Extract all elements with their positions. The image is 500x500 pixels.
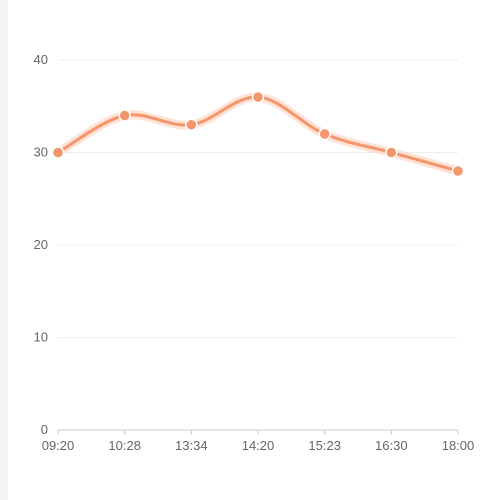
points-layer — [51, 90, 465, 178]
x-tick-label: 15:23 — [308, 438, 341, 453]
y-tick-label: 40 — [34, 52, 48, 67]
y-tick-label: 20 — [34, 237, 48, 252]
x-tick-label: 16:30 — [375, 438, 408, 453]
data-point[interactable] — [385, 146, 398, 159]
x-tick-label: 14:20 — [242, 438, 275, 453]
y-tick-label: 0 — [41, 422, 48, 437]
series-line — [56, 95, 460, 173]
x-tick-label: 18:00 — [442, 438, 475, 453]
series-line-glow — [53, 92, 463, 176]
data-point[interactable] — [451, 164, 465, 178]
axis-layer — [57, 429, 459, 435]
x-tick-label: 10:28 — [108, 438, 141, 453]
series-layer — [53, 92, 463, 176]
data-point[interactable] — [251, 90, 265, 104]
line-chart-svg: 0 10 20 30 40 09:20 10:28 13:34 14:20 15:23 16:30 1… — [34, 52, 475, 453]
x-tick-label: 13:34 — [175, 438, 208, 453]
line-chart: 0 10 20 30 40 09:20 10:28 13:34 14:20 15:23 16:30 1… — [8, 0, 500, 500]
y-tick-label: 30 — [34, 145, 48, 160]
y-tick-label: 10 — [34, 330, 48, 345]
grid-layer — [58, 59, 458, 338]
data-point[interactable] — [318, 127, 331, 141]
data-point[interactable] — [118, 109, 131, 122]
data-point[interactable] — [51, 146, 65, 159]
labels-layer: 0 10 20 30 40 09:20 10:28 13:34 14:20 15:23 16:30 1… — [34, 52, 475, 453]
data-point[interactable] — [185, 118, 198, 131]
left-rail — [0, 0, 8, 500]
x-tick-label: 09:20 — [42, 438, 75, 453]
